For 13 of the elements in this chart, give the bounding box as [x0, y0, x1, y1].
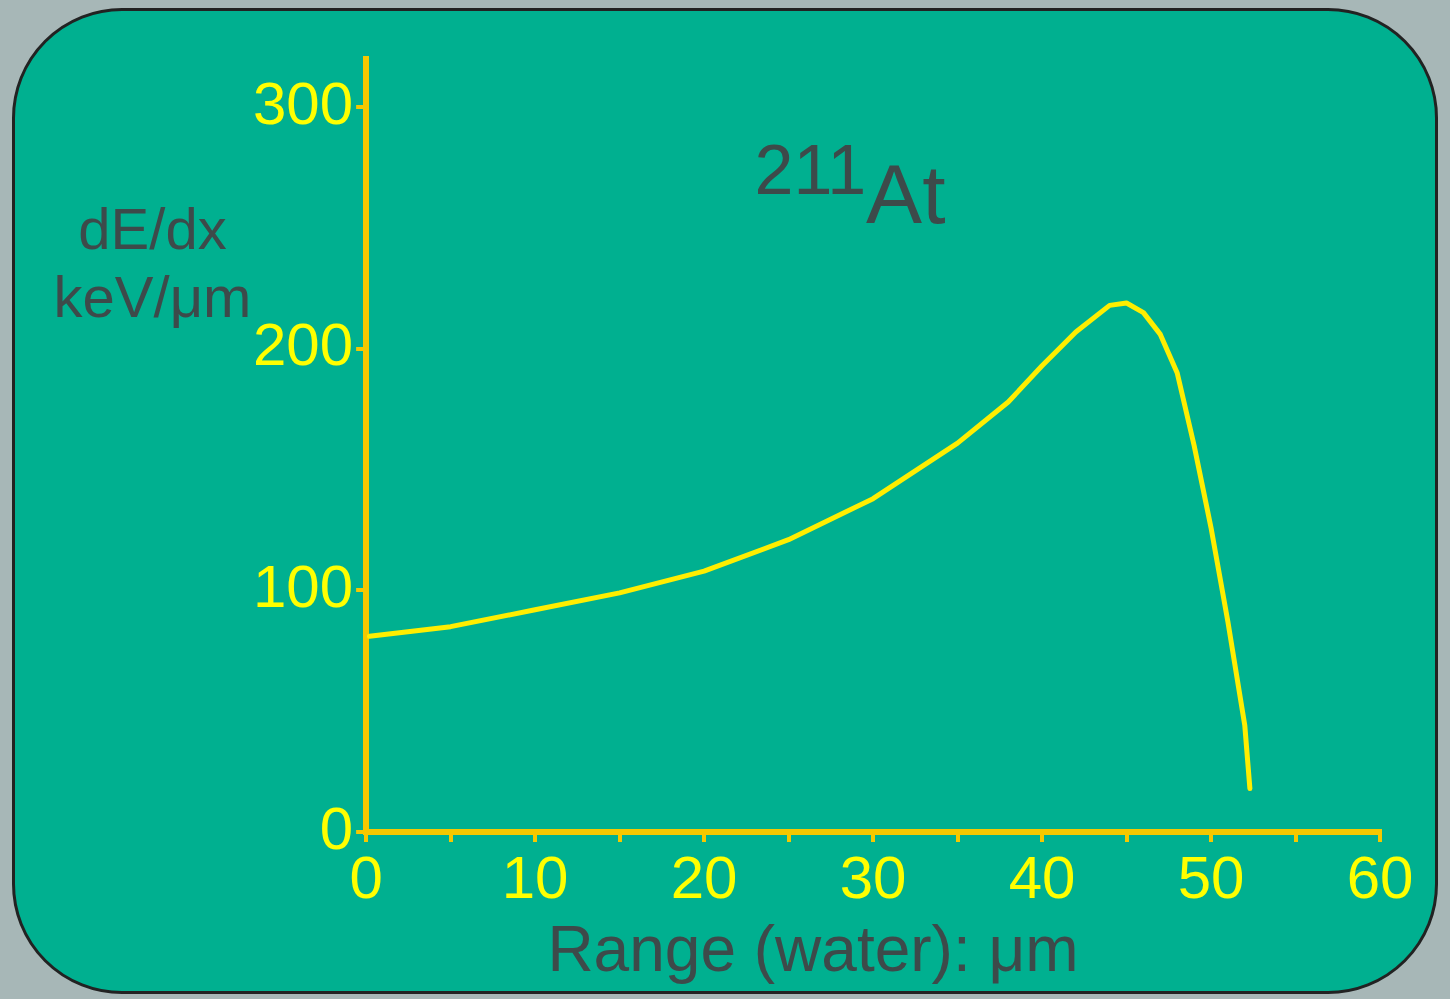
x-tick-label: 10 — [501, 843, 569, 911]
annotation: $^{211}$At — [753, 130, 947, 243]
x-tick-label: 40 — [1008, 843, 1076, 911]
y-axis-title: dE/dx keV/μm — [52, 195, 253, 329]
y-tick-label: 0 — [319, 794, 354, 862]
y-tick-label: 100 — [253, 552, 354, 620]
x-tick-label: 30 — [839, 843, 907, 911]
y-tick-label: 300 — [253, 69, 354, 137]
x-tick-label: 60 — [1346, 843, 1414, 911]
x-tick-label: 20 — [670, 843, 738, 911]
x-tick-label: 50 — [1177, 843, 1245, 911]
x-axis-title: Range (water): μm — [546, 912, 1080, 986]
y-tick-label: 200 — [253, 311, 354, 379]
